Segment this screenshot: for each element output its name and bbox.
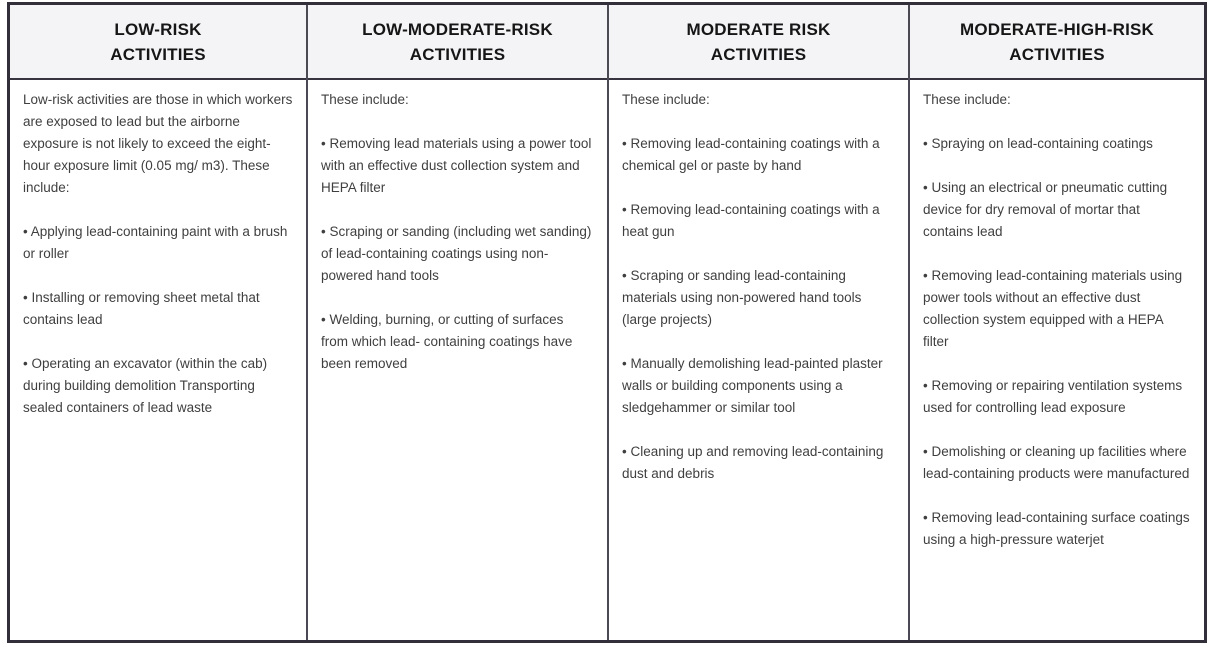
bullet-item: • Welding, burning, or cutting of surfac… bbox=[321, 312, 573, 371]
column-header: MODERATE-HIGH-RISK ACTIVITIES bbox=[910, 5, 1204, 80]
bullet-item: • Removing lead-containing coatings with… bbox=[622, 202, 880, 239]
bullet-item: • Installing or removing sheet metal tha… bbox=[23, 290, 260, 327]
bullet-item: • Scraping or sanding (including wet san… bbox=[321, 224, 592, 283]
column-body: These include: • Removing lead materials… bbox=[308, 80, 607, 640]
column-header-line2: ACTIVITIES bbox=[409, 44, 506, 64]
column-header-line2: ACTIVITIES bbox=[710, 44, 807, 64]
bullet-item: • Using an electrical or pneumatic cutti… bbox=[923, 180, 1168, 239]
column-header-line1: MODERATE-HIGH-RISK bbox=[959, 19, 1155, 39]
risk-column: MODERATE-HIGH-RISK ACTIVITIES These incl… bbox=[908, 5, 1204, 640]
bullet-item: • Spraying on lead-containing coatings bbox=[923, 136, 1153, 151]
bullet-item: • Removing lead materials using a power … bbox=[321, 136, 592, 195]
bullet-item: • Scraping or sanding lead-containing ma… bbox=[622, 268, 862, 327]
bullet-item: • Removing or repairing ventilation syst… bbox=[923, 378, 1183, 415]
column-body: Low-risk activities are those in which w… bbox=[10, 80, 306, 640]
bullet-item: • Cleaning up and removing lead-containi… bbox=[622, 444, 884, 481]
bullet-item: • Operating an excavator (within the cab… bbox=[23, 356, 268, 415]
column-header-line1: MODERATE RISK bbox=[686, 19, 831, 39]
column-intro: These include: bbox=[321, 92, 409, 107]
bullet-item: • Removing lead-containing materials usi… bbox=[923, 268, 1183, 349]
column-header-line1: LOW-RISK bbox=[114, 19, 202, 39]
column-header: MODERATE RISK ACTIVITIES bbox=[609, 5, 908, 80]
bullet-item: • Demolishing or cleaning up facilities … bbox=[923, 444, 1190, 481]
column-intro: Low-risk activities are those in which w… bbox=[23, 92, 293, 195]
column-body: These include: • Spraying on lead-contai… bbox=[910, 80, 1204, 640]
column-header: LOW-RISK ACTIVITIES bbox=[10, 5, 306, 80]
risk-column: MODERATE RISK ACTIVITIES These include: … bbox=[607, 5, 908, 640]
column-intro: These include: bbox=[622, 92, 710, 107]
risk-column: LOW-RISK ACTIVITIES Low-risk activities … bbox=[10, 5, 306, 640]
bullet-item: • Manually demolishing lead-painted plas… bbox=[622, 356, 883, 415]
bullet-item: • Removing lead-containing coatings with… bbox=[622, 136, 880, 173]
bullet-item: • Applying lead-containing paint with a … bbox=[23, 224, 288, 261]
bullet-item: • Removing lead-containing surface coati… bbox=[923, 510, 1190, 547]
column-body: These include: • Removing lead-containin… bbox=[609, 80, 908, 640]
risk-comparison-table: LOW-RISK ACTIVITIES Low-risk activities … bbox=[7, 2, 1207, 643]
risk-column: LOW-MODERATE-RISK ACTIVITIES These inclu… bbox=[306, 5, 607, 640]
column-header-line2: ACTIVITIES bbox=[1009, 44, 1105, 64]
column-header-line1: LOW-MODERATE-RISK bbox=[362, 19, 553, 39]
column-header-line2: ACTIVITIES bbox=[110, 44, 206, 64]
column-header: LOW-MODERATE-RISK ACTIVITIES bbox=[308, 5, 607, 80]
column-intro: These include: bbox=[923, 92, 1011, 107]
